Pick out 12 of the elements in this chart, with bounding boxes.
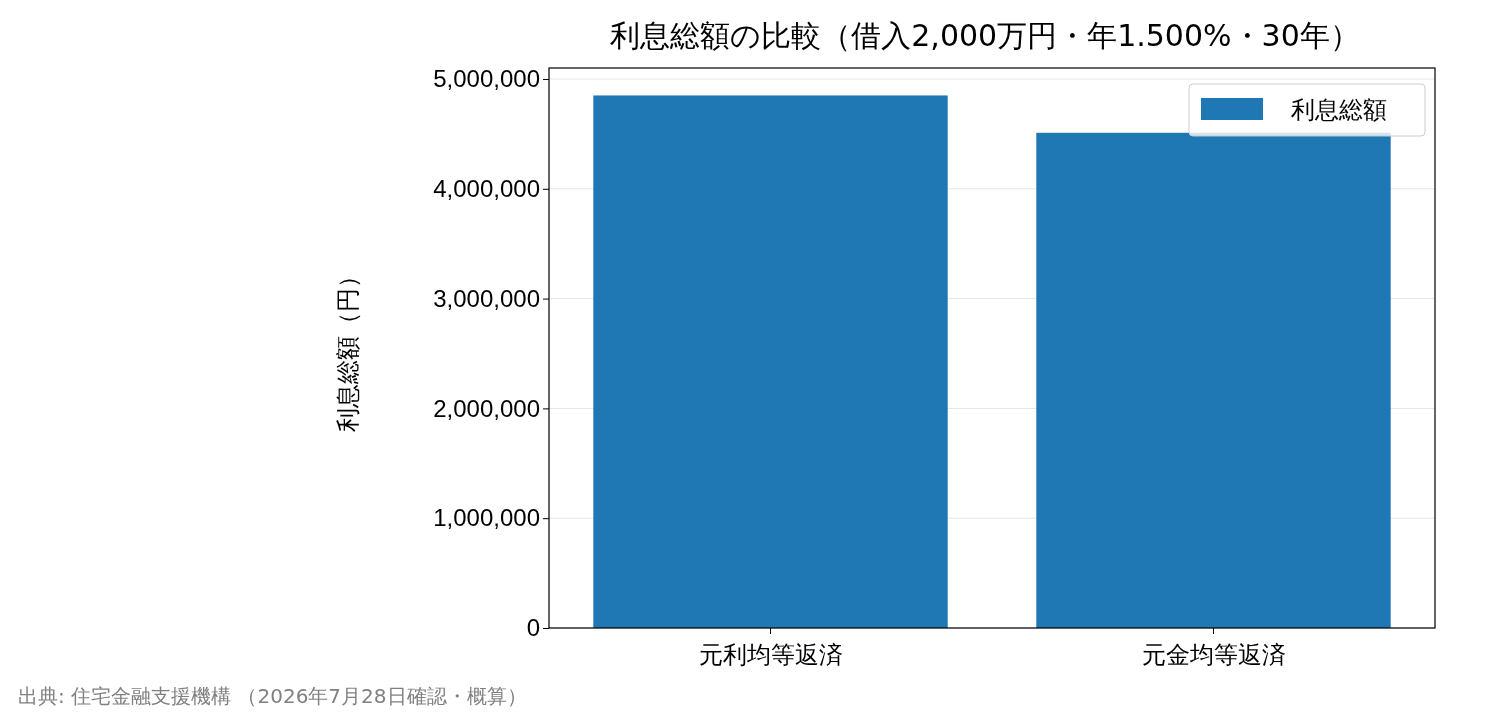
source-note: 出典: 住宅金融支援機構 （2026年7月28日確認・概算） bbox=[18, 684, 527, 708]
y-tick-label: 4,000,000 bbox=[433, 174, 540, 202]
y-tick-label: 5,000,000 bbox=[433, 65, 540, 93]
y-tick-label: 1,000,000 bbox=[433, 504, 540, 532]
x-tick-label: 元金均等返済 bbox=[1141, 641, 1286, 669]
y-tick-label: 3,000,000 bbox=[433, 284, 540, 312]
y-tick-label: 2,000,000 bbox=[433, 394, 540, 422]
x-tick-label: 元利均等返済 bbox=[698, 641, 843, 669]
chart-title: 利息総額の比較（借入2,000万円・年1.500%・30年） bbox=[610, 18, 1360, 53]
y-tick-label: 0 bbox=[526, 614, 540, 642]
y-axis-title: 利息総額（円） bbox=[334, 264, 362, 432]
legend-label: 利息総額 bbox=[1291, 96, 1387, 124]
